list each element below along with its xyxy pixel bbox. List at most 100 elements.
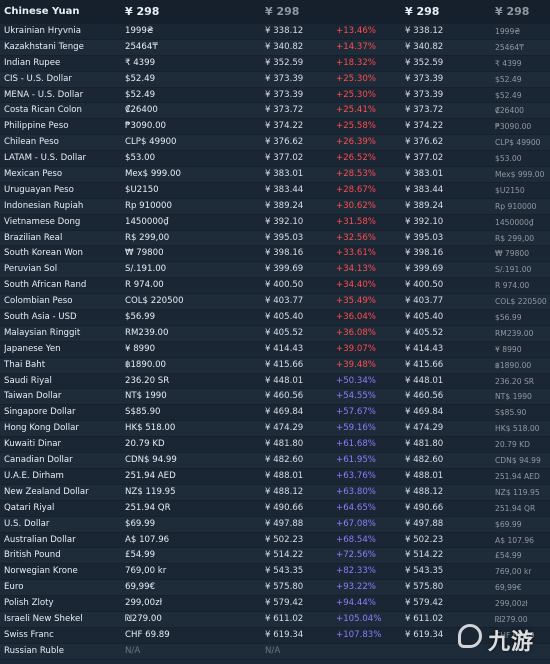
currency-name: British Pound [4, 550, 61, 561]
table-row: Ukrainian Hryvnia 1999₴ ¥ 338.12 +13.46% ¥ 3… [0, 24, 550, 40]
local-price: ₩ 79800 [125, 248, 164, 259]
currency-name: Saudi Riyal [4, 375, 52, 386]
local-price-alt: Mex$ 999.00 [495, 170, 545, 180]
local-price: 769,00 kr [125, 566, 167, 577]
converted-price: ¥ 575.80 [265, 582, 304, 593]
converted-price-alt: ¥ 373.39 [405, 89, 444, 100]
table-row: South Asia - USD $56.99 ¥ 405.40 +36.04% ¥ 4… [0, 310, 550, 326]
local-price-alt: ₩ 79800 [495, 249, 530, 259]
price-difference: +25.30% [336, 73, 376, 84]
converted-price: ¥ 405.52 [265, 327, 304, 338]
local-price-alt: $69.99 [495, 519, 522, 529]
price-difference: +26.39% [336, 137, 376, 148]
table-row: British Pound £54.99 ¥ 514.22 +72.56% ¥ 514.… [0, 548, 550, 565]
local-price-alt: ₡26400 [495, 106, 524, 116]
currency-name: Malaysian Ringgit [4, 327, 81, 338]
converted-price-alt: ¥ 383.01 [405, 169, 444, 180]
table-row: Colombian Peso COL$ 220500 ¥ 403.77 +35.49%… [0, 294, 550, 311]
price-difference: +13.46% [336, 26, 376, 36]
converted-price: ¥ 389.24 [265, 200, 304, 211]
local-price-alt: CDN$ 94.99 [495, 456, 541, 466]
local-price-alt: A$ 107.96 [495, 535, 535, 545]
price-difference: +105.04% [336, 613, 382, 624]
converted-price: ¥ 481.80 [265, 439, 304, 450]
price-difference: +34.40% [336, 280, 376, 291]
converted-price: ¥ 383.01 [265, 169, 304, 180]
table-row: Brazilian Real R$ 299,00 ¥ 395.03 +32.56% ¥ … [0, 230, 550, 247]
local-price-alt: 251.94 AED [495, 471, 540, 481]
currency-name: Australian Dollar [4, 534, 76, 545]
currency-name: Hong Kong Dollar [4, 423, 79, 434]
local-price: S$85.90 [125, 407, 161, 418]
local-price-alt: £54.99 [495, 551, 522, 561]
logo-icon [458, 624, 482, 648]
table-row: Kazakhstani Tenge 25464₸ ¥ 340.82 +14.37% ¥ … [0, 39, 550, 56]
table-row: CIS - U.S. Dollar $52.49 ¥ 373.39 +25.30% ¥ … [0, 71, 550, 88]
price-difference: +61.95% [336, 455, 376, 466]
local-price-alt: CLP$ 49900 [495, 138, 541, 148]
converted-price: ¥ 469.84 [265, 407, 304, 418]
local-price: Rp 910000 [125, 200, 172, 211]
currency-name: Indonesian Rupiah [4, 200, 84, 211]
price-header-3: ¥ 298 [265, 5, 300, 18]
table-row: Polish Zloty 299,00zł ¥ 579.42 +94.44% ¥ 579… [0, 596, 550, 612]
price-difference: +61.68% [336, 439, 376, 450]
table-row: Mexican Peso Mex$ 999.00 ¥ 383.01 +28.53% ¥ … [0, 167, 550, 183]
local-price: $53.00 [125, 153, 156, 164]
local-price: $56.99 [125, 312, 156, 323]
converted-price-alt: ¥ 389.24 [405, 200, 444, 211]
local-price-alt: 25464₸ [495, 42, 524, 52]
table-row: Costa Rican Colon ₡26400 ¥ 373.72 +25.41% ¥ … [0, 103, 550, 120]
table-row: New Zealand Dollar NZ$ 119.95 ¥ 488.12 +63.… [0, 484, 550, 501]
converted-price-alt: ¥ 392.10 [405, 216, 444, 227]
converted-price: ¥ 482.60 [265, 455, 304, 466]
converted-price: ¥ 502.23 [265, 534, 304, 545]
converted-price-alt: ¥ 376.62 [405, 137, 444, 148]
currency-name: Swiss Franc [4, 629, 54, 640]
currency-name: Brazilian Real [4, 232, 63, 243]
table-row: U.S. Dollar $69.99 ¥ 497.88 +67.08% ¥ 497.88… [0, 516, 550, 533]
price-difference: +33.61% [336, 248, 376, 259]
local-price: CLP$ 49900 [125, 137, 177, 148]
local-price-alt: ฿1890.00 [495, 360, 532, 370]
converted-price-alt: ¥ 405.52 [405, 327, 444, 338]
table-row: Indian Rupee ₹ 4399 ¥ 352.59 +18.32% ¥ 352.5… [0, 55, 550, 72]
local-price-alt: ₹ 4399 [495, 58, 522, 68]
local-price: ฿1890.00 [125, 359, 167, 370]
price-difference: +18.32% [336, 57, 376, 68]
table-row: Uruguayan Peso $U2150 ¥ 383.44 +28.67% ¥ 383… [0, 182, 550, 199]
local-price: NT$ 1990 [125, 391, 167, 402]
converted-price: ¥ 543.35 [265, 566, 304, 577]
base-currency-header: Chinese Yuan [4, 6, 80, 17]
converted-price: ¥ 392.10 [265, 216, 304, 227]
local-price-alt: RM239.00 [495, 328, 534, 338]
local-price-alt: NZ$ 119.95 [495, 487, 540, 497]
currency-name: U.A.E. Dirham [4, 470, 64, 481]
table-row: Peruvian Sol S/.191.00 ¥ 399.69 +34.13% ¥ 39… [0, 262, 550, 279]
table-row: Swiss Franc CHF 69.89 ¥ 619.34 +107.83% ¥ 61… [0, 627, 550, 644]
local-price-alt: R$ 299,00 [495, 233, 535, 243]
currency-name: New Zealand Dollar [4, 486, 89, 497]
price-difference: +107.83% [336, 629, 382, 640]
converted-price-alt: ¥ 373.39 [405, 73, 444, 84]
currency-name: Thai Baht [4, 359, 46, 370]
local-price-alt: ₪279.00 [495, 614, 528, 624]
local-price: 20.79 KD [125, 439, 165, 450]
converted-price: ¥ 474.29 [265, 423, 304, 434]
local-price: 251.94 AED [125, 470, 176, 481]
currency-name: Qatari Riyal [4, 502, 55, 513]
price-difference: +35.49% [336, 296, 376, 307]
local-price: NZ$ 119.95 [125, 486, 176, 497]
currency-name: Mexican Peso [4, 169, 63, 180]
local-price: ₪279.00 [125, 613, 162, 624]
converted-price: ¥ 414.43 [265, 343, 304, 354]
watermark-text: 九游 [488, 630, 535, 655]
local-price-alt: 1450000₫ [495, 217, 534, 227]
local-price: COL$ 220500 [125, 296, 184, 307]
local-price-alt: CHF 69.89 [495, 630, 535, 640]
currency-name: Polish Zloty [4, 598, 54, 609]
converted-price-alt: ¥ 377.02 [405, 153, 444, 164]
converted-price: ¥ 490.66 [265, 502, 304, 513]
local-price-alt: 299,00zł [495, 599, 528, 609]
price-difference: +54.55% [336, 391, 376, 402]
